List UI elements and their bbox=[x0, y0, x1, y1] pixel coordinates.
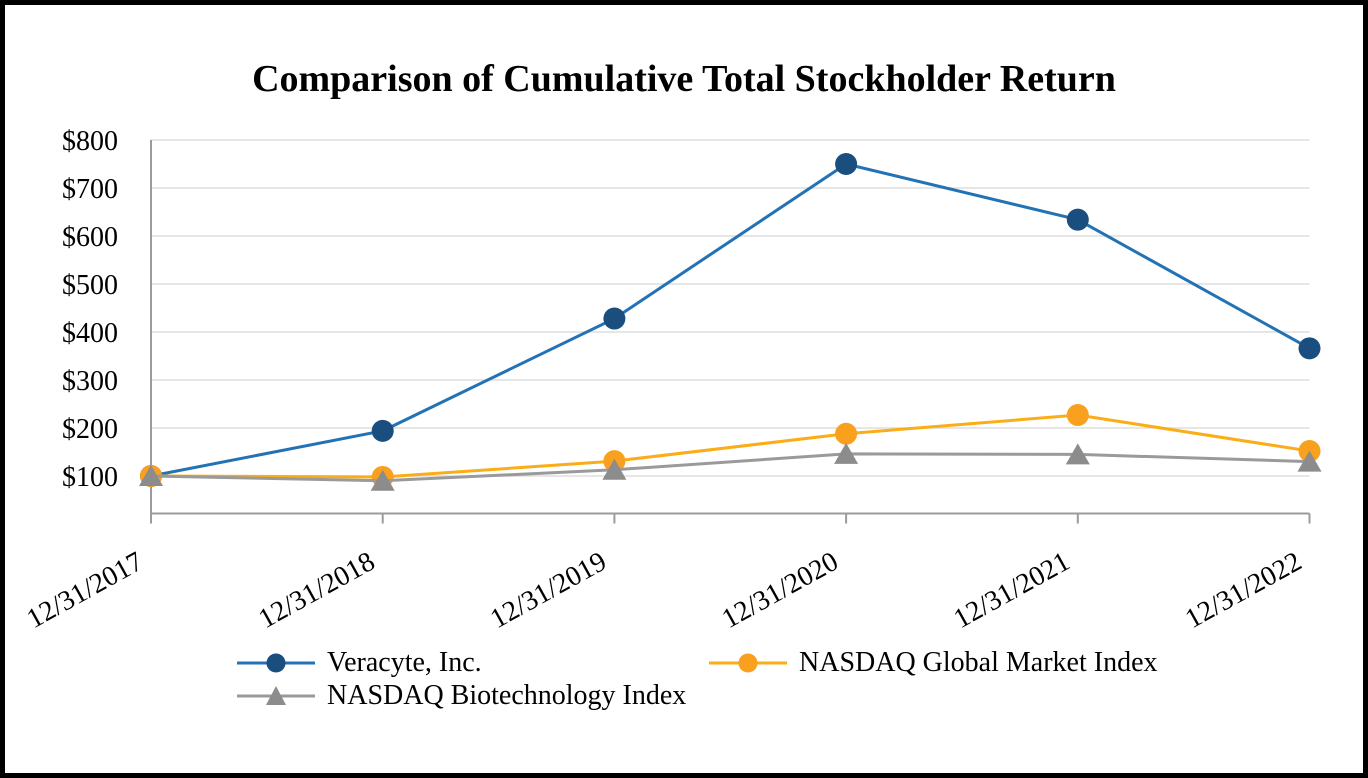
data-point-marker bbox=[370, 469, 395, 491]
y-tick-label: $500 bbox=[62, 270, 118, 301]
data-point-marker bbox=[835, 153, 858, 175]
x-tick-label: 12/31/2022 bbox=[1180, 546, 1307, 635]
x-tick-label: 12/31/2021 bbox=[949, 546, 1076, 635]
y-tick-label: $300 bbox=[62, 366, 118, 397]
legend-item-veracyte: Veracyte, Inc. bbox=[237, 647, 482, 679]
data-point-marker bbox=[371, 419, 394, 442]
legend-label-veracyte: Veracyte, Inc. bbox=[327, 647, 482, 678]
data-point-marker bbox=[834, 442, 859, 464]
legend-item-nasdaq-global-market: NASDAQ Global Market Index bbox=[709, 647, 1158, 679]
y-tick-label: $700 bbox=[62, 174, 118, 205]
data-point-marker bbox=[1066, 208, 1089, 231]
legend-label-nasdaq-global-market: NASDAQ Global Market Index bbox=[799, 647, 1158, 678]
data-point-marker bbox=[1298, 337, 1321, 360]
biotechnology-series-marker-icon bbox=[237, 686, 315, 705]
y-tick-label: $200 bbox=[62, 414, 118, 445]
y-tick-label: $800 bbox=[62, 126, 118, 157]
series-line-0 bbox=[150, 162, 1311, 478]
plot-area: $100 $200 $300 $400 $500 $600 $700 $800 12/31/20… bbox=[22, 126, 1322, 635]
legend-item-nasdaq-biotechnology: NASDAQ Biotechnology Index bbox=[237, 680, 686, 712]
y-tick-label: $600 bbox=[62, 222, 118, 253]
data-point-marker bbox=[602, 458, 627, 480]
x-tick-label: 12/31/2018 bbox=[253, 546, 380, 635]
legend-label-nasdaq-biotechnology: NASDAQ Biotechnology Index bbox=[327, 680, 687, 711]
x-tick-label: 12/31/2019 bbox=[485, 546, 612, 635]
chart-title: Comparison of Cumulative Total Stockhold… bbox=[252, 58, 1116, 100]
data-point-marker bbox=[1297, 450, 1322, 472]
veracyte-series-marker-icon bbox=[237, 653, 315, 673]
y-tick-label: $400 bbox=[62, 318, 118, 349]
x-tick-label: 12/31/2017 bbox=[22, 546, 149, 635]
data-point-marker bbox=[1066, 404, 1089, 427]
data-point-marker bbox=[603, 307, 626, 330]
global-market-series-marker-icon bbox=[709, 653, 787, 673]
series-line-2 bbox=[150, 452, 1310, 483]
data-point-marker bbox=[139, 465, 163, 486]
data-point-marker bbox=[835, 422, 858, 445]
series-line-1 bbox=[150, 413, 1310, 479]
y-tick-label: $100 bbox=[62, 462, 118, 493]
x-tick-label: 12/31/2020 bbox=[717, 546, 844, 635]
data-point-marker bbox=[1065, 443, 1090, 465]
